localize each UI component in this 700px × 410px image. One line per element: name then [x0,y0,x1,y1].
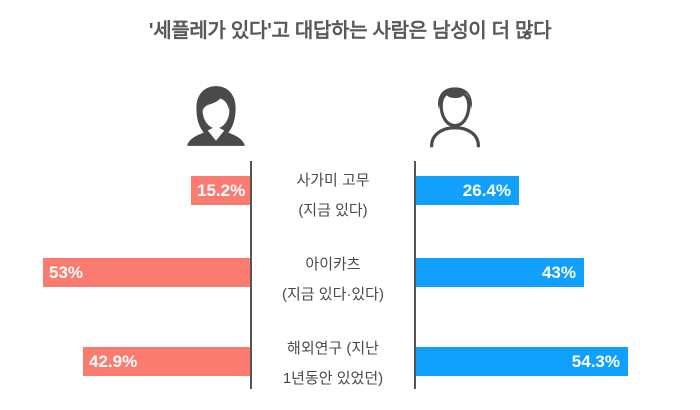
bar-value-label: 43% [541,263,576,282]
bar-value-label: 42.9% [89,352,138,371]
female-bar-row3: 42.9% [83,347,250,376]
right-axis-line [414,161,416,389]
woman-avatar-icon [183,80,249,152]
male-bar-row2: 43% [416,258,584,287]
male-bar-row1: 26.4% [416,176,519,205]
category-line1: 사가미 고무 [296,172,370,189]
left-axis-line [250,161,252,389]
female-bar-row2: 53% [43,258,250,287]
category-line2: (지금 있다·있다) [282,286,384,303]
category-line1: 해외연구 (지난 [287,340,379,357]
category-line1: 아이카츠 [305,256,361,273]
category-label-row3: 해외연구 (지난 1년동안 있었던) [251,334,415,394]
chart-title: '세플레가 있다'고 대답하는 사람은 남성이 더 많다 [148,20,552,42]
bar-value-label: 53% [49,263,84,282]
female-bar-row1: 15.2% [191,176,250,205]
category-line2: (지금 있다) [298,202,368,219]
category-label-row1: 사가미 고무 (지금 있다) [251,166,415,226]
bar-value-label: 26.4% [462,181,511,200]
bar-value-label: 54.3% [571,352,620,371]
male-bar-row3: 54.3% [416,347,628,376]
man-avatar-icon [421,76,489,154]
bar-value-label: 15.2% [197,181,246,200]
category-label-row2: 아이카츠 (지금 있다·있다) [251,250,415,310]
category-line2: 1년동안 있었던) [282,370,384,387]
